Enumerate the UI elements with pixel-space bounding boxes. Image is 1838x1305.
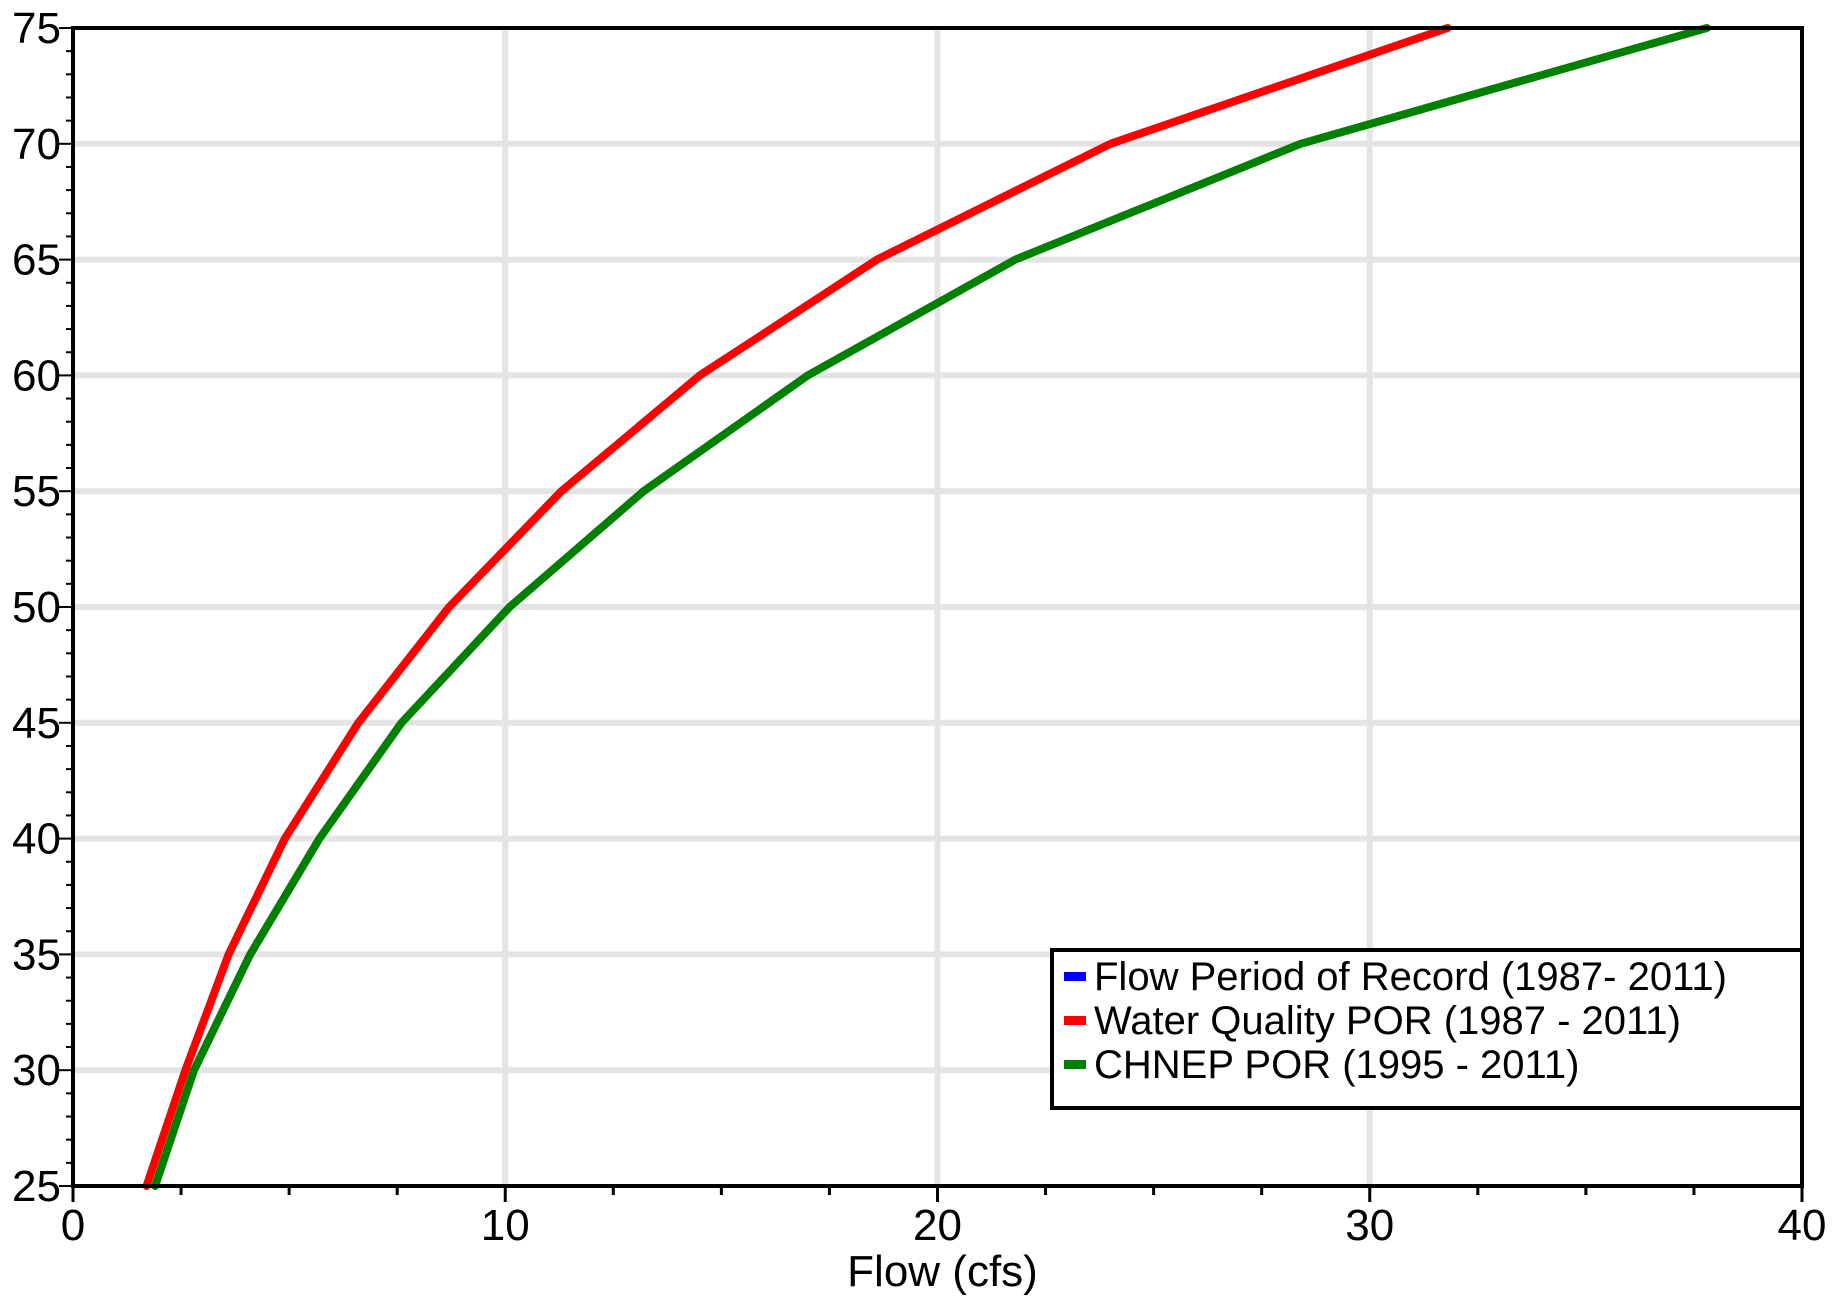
x-tick-label: 20 [913, 1201, 962, 1250]
y-tick-label: 30 [12, 1046, 61, 1095]
y-tick-label: 70 [12, 120, 61, 169]
series-line-1 [142, 24, 1452, 1190]
series-line-2 [151, 24, 1711, 1190]
legend-label: CHNEP POR (1995 - 2011) [1094, 1043, 1579, 1087]
legend-swatch [1064, 1060, 1086, 1069]
y-tick-label: 65 [12, 236, 61, 285]
y-tick-label: 40 [12, 815, 61, 864]
x-tick-label: 10 [481, 1201, 530, 1250]
y-tick-label: 75 [12, 4, 61, 53]
y-tick-label: 35 [12, 930, 61, 979]
y-tick-label: 55 [12, 467, 61, 516]
y-tick-labels: 25 30 35 40 45 50 55 60 65 70 75 [12, 4, 61, 1211]
legend-swatch [1064, 1016, 1086, 1025]
x-axis-title: Flow (cfs) [847, 1247, 1038, 1296]
legend-label: Flow Period of Record (1987- 2011) [1094, 955, 1727, 999]
series-layer [142, 24, 1711, 1190]
x-tick-label: 40 [1778, 1201, 1827, 1250]
x-tick-label: 0 [61, 1201, 85, 1250]
y-tick-label: 60 [12, 351, 61, 400]
legend-swatch [1064, 972, 1086, 981]
legend: Flow Period of Record (1987- 2011)Water … [1050, 948, 1804, 1110]
y-tick-label: 25 [12, 1162, 61, 1211]
x-tick-label: 30 [1345, 1201, 1394, 1250]
legend-label: Water Quality POR (1987 - 2011) [1094, 999, 1681, 1043]
y-tick-label: 45 [12, 699, 61, 748]
tick-marks [59, 27, 1804, 1202]
x-tick-labels: 0 10 20 30 40 [61, 1201, 1827, 1250]
y-tick-label: 50 [12, 583, 61, 632]
legend-box [1050, 948, 1804, 1110]
